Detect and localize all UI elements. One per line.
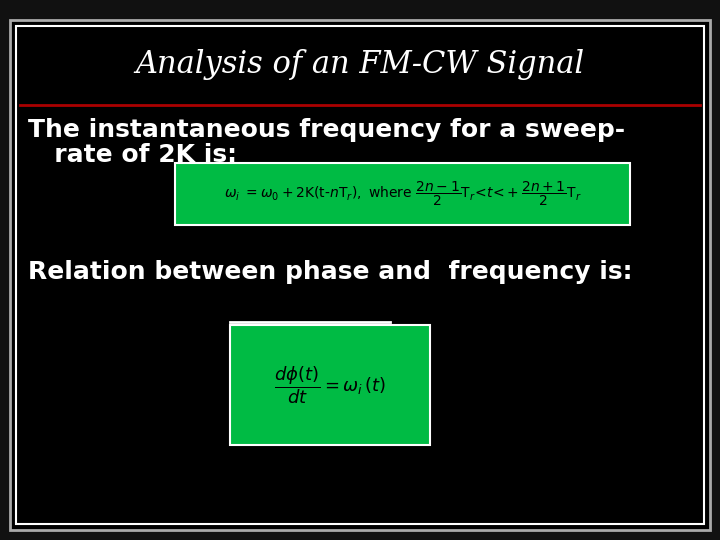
- Text: Analysis of an FM-CW Signal: Analysis of an FM-CW Signal: [135, 50, 585, 80]
- Text: $\dfrac{d\phi(t)}{dt} = \omega_i\,(t)$: $\dfrac{d\phi(t)}{dt} = \omega_i\,(t)$: [274, 364, 386, 406]
- Text: rate of 2K is:: rate of 2K is:: [28, 143, 237, 167]
- Text: Relation between phase and  frequency is:: Relation between phase and frequency is:: [28, 260, 632, 284]
- Bar: [175, 163, 630, 225]
- Text: $\omega_i\ =\omega_0 + 2\mathrm{K}(\mathrm{t}\text{-}n\mathrm{T}_r),\ \mathrm{wh: $\omega_i\ =\omega_0 + 2\mathrm{K}(\math…: [224, 180, 581, 208]
- Bar: [230, 325, 430, 445]
- Text: The instantaneous frequency for a sweep-: The instantaneous frequency for a sweep-: [28, 118, 625, 142]
